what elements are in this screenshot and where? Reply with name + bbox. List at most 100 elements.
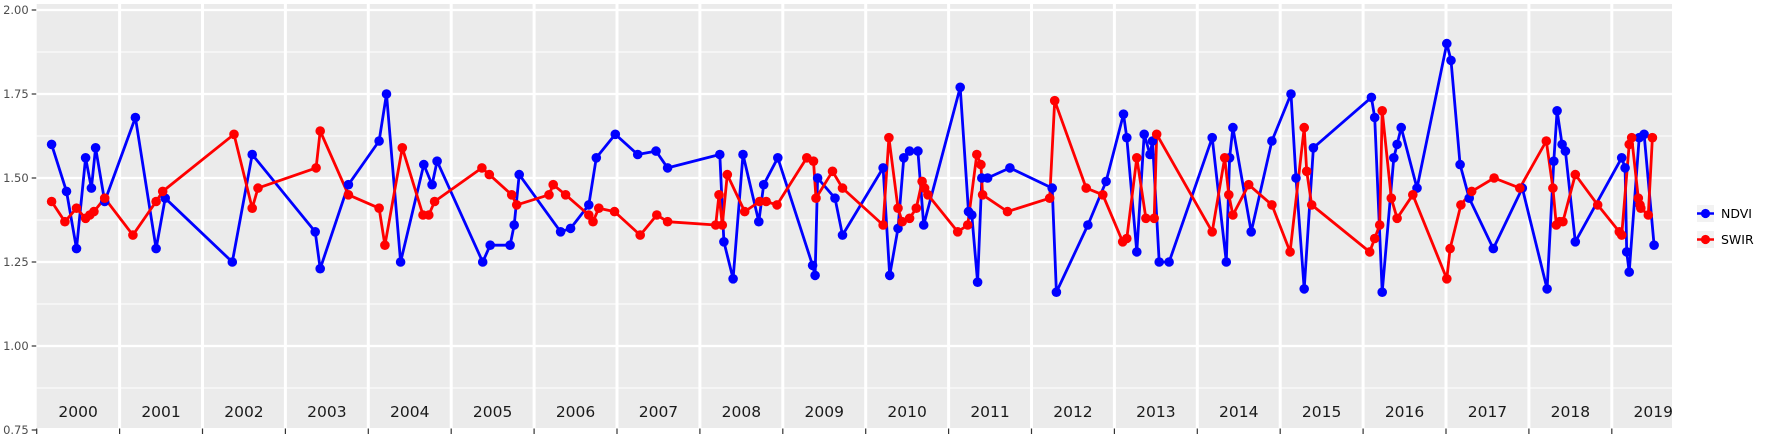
ndvi-point	[1552, 106, 1562, 116]
ndvi-point	[427, 179, 437, 190]
swir-point	[1369, 233, 1380, 244]
swir-point	[808, 156, 819, 166]
swir-point	[311, 163, 321, 173]
x-axis-year-label: 2011	[970, 403, 1009, 421]
swir-point	[923, 190, 933, 200]
swir-point	[374, 203, 384, 213]
swir-point	[772, 200, 782, 210]
ndvi-point	[1101, 176, 1111, 187]
ndvi-point	[651, 146, 661, 156]
legend-label-ndvi: NDVI	[1721, 206, 1752, 221]
swir-point	[588, 216, 598, 227]
swir-point	[60, 216, 70, 227]
ndvi-point	[830, 193, 840, 203]
x-axis-year-label: 2018	[1551, 403, 1590, 421]
swir-point	[1515, 183, 1525, 193]
swir-point	[1151, 129, 1162, 140]
ndvi-point	[485, 240, 496, 250]
swir-point	[99, 193, 110, 203]
ndvi-point	[728, 274, 738, 284]
legend-key-swir-icon	[1697, 231, 1714, 248]
ndvi-point	[837, 230, 848, 240]
ndvi-point	[395, 257, 406, 267]
ndvi-point	[972, 277, 983, 288]
ndvi-point	[1366, 92, 1377, 103]
swir-point	[253, 183, 263, 193]
ndvi-point	[565, 223, 576, 234]
ndvi-point	[514, 169, 524, 180]
swir-point	[544, 190, 554, 200]
swir-point	[1002, 206, 1013, 217]
ndvi-point	[1228, 122, 1238, 133]
swir-point	[46, 196, 57, 207]
swir-point	[754, 196, 765, 207]
swir-point	[609, 206, 620, 217]
swir-point	[157, 186, 168, 197]
ndvi-point	[80, 153, 91, 163]
ndvi-point	[773, 153, 783, 163]
swir-point	[151, 196, 161, 207]
x-axis-year-label: 2005	[473, 403, 512, 421]
ndvi-point	[584, 200, 594, 210]
ndvi-point	[1132, 247, 1142, 257]
swir-point	[827, 166, 838, 177]
swir-legend-glyph	[1697, 234, 1714, 245]
ndvi-point	[1442, 38, 1452, 49]
ndvi-point	[227, 257, 238, 267]
x-axis-year-label: 2000	[58, 403, 97, 421]
ndvi-point	[1389, 153, 1399, 163]
ndvi-point	[591, 153, 602, 163]
swir-point	[1306, 200, 1317, 210]
ndvi-point	[1620, 163, 1630, 173]
ndvi-point	[505, 240, 515, 250]
ndvi-point	[247, 149, 257, 160]
ndvi-point	[967, 210, 977, 220]
x-axis-year-label: 2017	[1468, 403, 1507, 421]
swir-point	[1285, 247, 1295, 257]
swir-point	[1643, 210, 1654, 220]
swir-point	[952, 227, 963, 237]
ndvi-point	[878, 163, 888, 173]
swir-point	[343, 190, 354, 200]
series-layer	[46, 38, 1659, 298]
swir-point	[911, 203, 922, 213]
ndvi-point	[1392, 139, 1402, 150]
ndvi-point	[86, 183, 97, 193]
swir-point	[560, 190, 571, 200]
ndvi-point	[1488, 243, 1499, 254]
swir-point	[548, 179, 558, 190]
swir-point	[424, 210, 434, 220]
swir-point	[1647, 132, 1658, 143]
ndvi-point	[758, 179, 769, 190]
ndvi-point	[812, 173, 823, 183]
ndvi-point	[1118, 109, 1129, 119]
swir-point	[1243, 179, 1254, 190]
y-axis-tick-label: 1.50	[3, 171, 29, 185]
swir-point	[1044, 193, 1055, 203]
ndvi-point	[807, 260, 818, 271]
swir-point	[1442, 274, 1452, 284]
x-axis-year-label: 2015	[1302, 403, 1341, 421]
y-axis-tick-label: 1.00	[3, 339, 29, 353]
swir-point	[315, 126, 326, 136]
swir-point	[884, 132, 894, 143]
x-axis-year-label: 2012	[1053, 403, 1092, 421]
swir-point	[1228, 210, 1238, 220]
ndvi-point	[899, 153, 909, 163]
ndvi-point	[1083, 220, 1093, 230]
swir-point	[429, 196, 440, 207]
swir-point	[484, 169, 495, 180]
swir-point	[1592, 200, 1603, 210]
ndvi-point	[738, 149, 748, 160]
swir-point	[722, 169, 733, 180]
swir-point	[710, 220, 721, 230]
ndvi-point	[1267, 136, 1277, 146]
ndvi-point	[719, 237, 729, 247]
x-axis-year-label: 2002	[224, 403, 263, 421]
swir-point	[878, 220, 888, 230]
legend-item-swir: SWIR	[1697, 231, 1754, 248]
swir-point	[714, 190, 724, 200]
swir-point	[229, 129, 239, 140]
ndvi-point	[1207, 132, 1217, 143]
